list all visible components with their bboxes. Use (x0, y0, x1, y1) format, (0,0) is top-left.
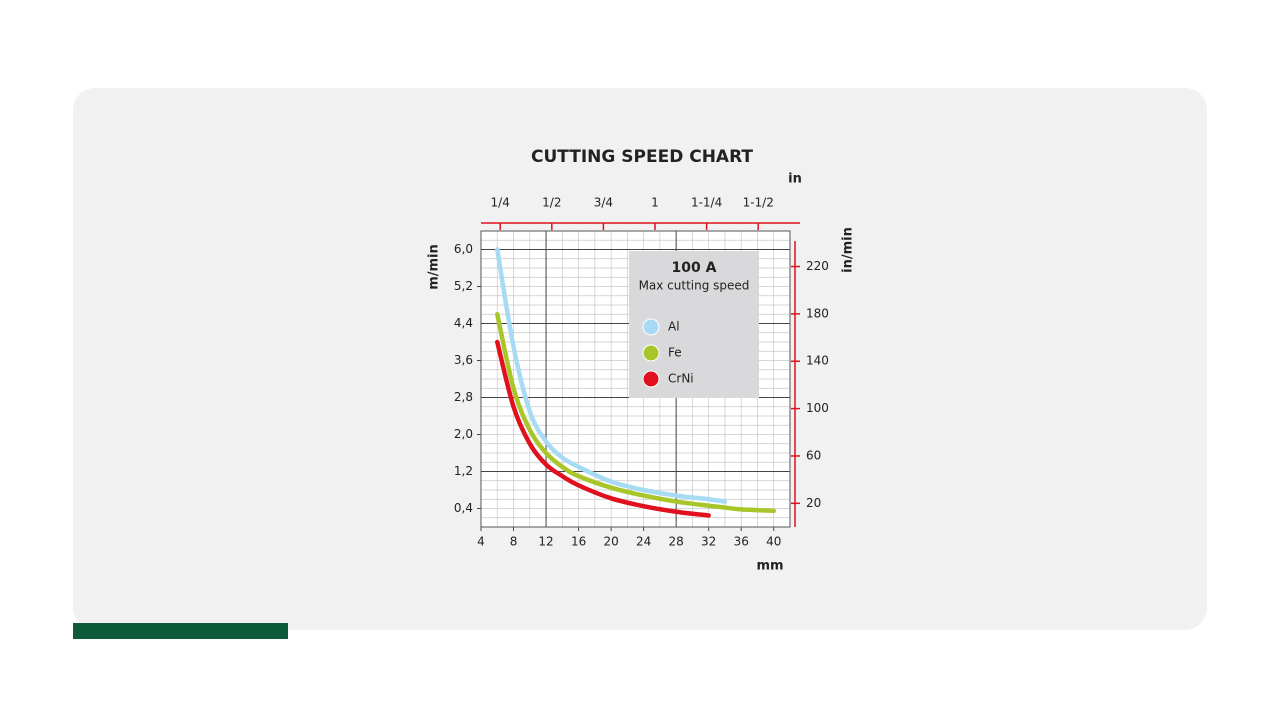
y-tick-label: 3,6 (454, 353, 473, 367)
chart-title: CUTTING SPEED CHART (531, 147, 753, 167)
plot-marks (495, 247, 776, 518)
y2-axis-label: in/min (841, 227, 856, 273)
x2-tick-label: 1-1/2 (743, 196, 774, 210)
y-tick-label: 4,4 (454, 316, 473, 330)
y2-tick-label: 20 (806, 496, 821, 510)
x-tick-label: 8 (510, 535, 518, 549)
y-tick-label: 5,2 (454, 279, 473, 293)
x-tick-label: 36 (734, 535, 749, 549)
x-tick-label: 20 (603, 535, 618, 549)
x-tick-label: 32 (701, 535, 716, 549)
x-tick-label: 12 (538, 535, 553, 549)
y2-tick-label: 60 (806, 448, 821, 462)
legend-subtitle: Max cutting speed (639, 279, 750, 293)
x2-tick-label: 3/4 (594, 196, 613, 210)
y-tick-label: 6,0 (454, 242, 473, 256)
x-tick-label: 4 (477, 535, 485, 549)
y-tick-label: 2,8 (454, 390, 473, 404)
x2-tick-label: 1/4 (491, 196, 510, 210)
legend-title: 100 A (672, 260, 717, 276)
legend-marker (642, 370, 660, 388)
plot-frame (480, 230, 791, 528)
x2-tick-label: 1 (651, 196, 659, 210)
x-tick-label: 24 (636, 535, 651, 549)
x2-tick-label: 1/2 (542, 196, 561, 210)
accent-bar (73, 623, 288, 639)
x-tick-label: 28 (669, 535, 684, 549)
series-line (495, 247, 728, 504)
x-axis-label: mm (756, 559, 783, 574)
y-tick-label: 0,4 (454, 501, 473, 515)
x2-tick-label: 1-1/4 (691, 196, 722, 210)
x-tick-label: 40 (766, 535, 781, 549)
series-line (495, 339, 711, 518)
y2-tick-label: 100 (806, 401, 829, 415)
x-tick-label: 16 (571, 535, 586, 549)
x2-axis-label: in (788, 172, 802, 187)
legend-label: Al (668, 320, 680, 334)
legend: Al Fe CrNi (642, 318, 694, 388)
y2-tick-label: 140 (806, 354, 829, 368)
y-axis-label: m/min (427, 244, 442, 290)
legend-label: CrNi (668, 372, 694, 386)
legend-label: Fe (668, 346, 682, 360)
y-tick-label: 1,2 (454, 464, 473, 478)
grid (477, 222, 800, 531)
y2-tick-label: 220 (806, 259, 829, 273)
legend-marker (642, 344, 660, 362)
series-line (495, 312, 776, 514)
legend-marker (642, 318, 660, 336)
y2-tick-label: 180 (806, 306, 829, 320)
y-tick-label: 2,0 (454, 427, 473, 441)
